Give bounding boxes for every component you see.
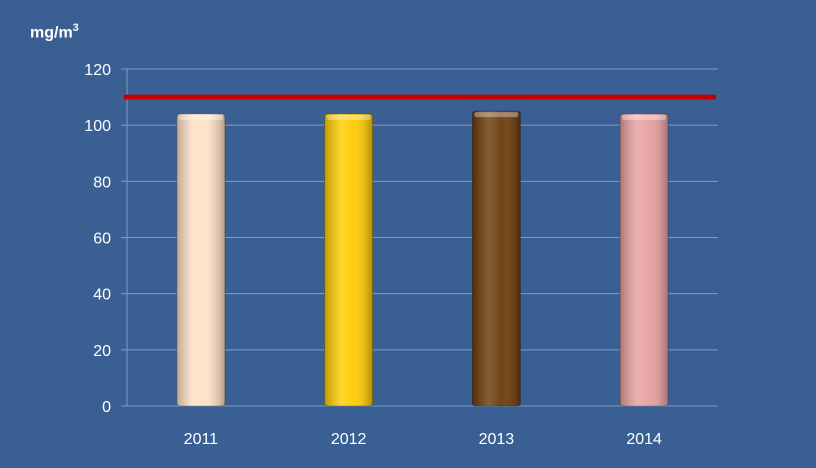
bar-top-highlight-2011 <box>178 114 223 120</box>
x-tick-label-2013: 2013 <box>479 431 515 448</box>
bar-shading-2013 <box>472 111 521 406</box>
bars <box>176 110 669 407</box>
y-tick-label-0: 0 <box>102 399 111 416</box>
bar-shading-2011 <box>176 113 225 406</box>
bar-2013 <box>471 110 521 407</box>
bar-top-highlight-2013 <box>474 112 519 118</box>
bar-shading-2014 <box>620 113 669 406</box>
y-tick-label-80: 80 <box>93 174 111 191</box>
bar-top-highlight-2012 <box>326 114 371 120</box>
y-tick-label-20: 20 <box>93 343 111 360</box>
bar-2011 <box>176 113 226 407</box>
y-tick-label-100: 100 <box>84 118 111 135</box>
y-tick-label-40: 40 <box>93 287 111 304</box>
x-tick-label-2011: 2011 <box>184 431 219 448</box>
x-tick-label-2012: 2012 <box>331 431 367 448</box>
y-axis-unit-label: mg/m3 <box>30 22 79 42</box>
x-tick-label-2014: 2014 <box>626 431 662 448</box>
x-axis-ticks: 2011 2012 2013 2014 <box>184 431 662 448</box>
y-axis-unit-superscript: 3 <box>72 22 79 34</box>
bar-shading-2012 <box>324 113 373 406</box>
bar-2012 <box>324 113 374 407</box>
y-tick-label-120: 120 <box>84 62 111 79</box>
bar-top-highlight-2014 <box>622 114 667 120</box>
y-axis-ticks: 0 20 40 60 80 100 120 <box>84 62 127 416</box>
bar-2014 <box>619 113 669 407</box>
y-axis-unit-text: mg/m <box>30 24 73 42</box>
y-tick-label-60: 60 <box>93 231 111 248</box>
